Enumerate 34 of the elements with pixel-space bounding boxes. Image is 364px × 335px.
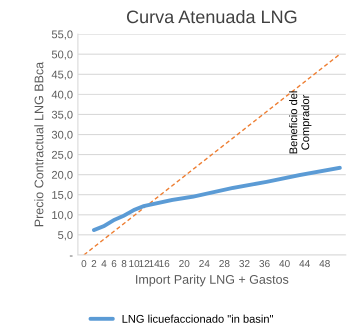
annotation: Beneficio del Comprador bbox=[289, 91, 312, 154]
x-tick-label: 2 bbox=[92, 260, 96, 268]
y-tick-label: 5,0 bbox=[58, 231, 73, 240]
y-tick-label: 50,0 bbox=[52, 50, 73, 60]
y-tick-label: 15,0 bbox=[52, 190, 73, 200]
x-tick-label: 10 bbox=[129, 260, 140, 268]
x-tick-label: 28 bbox=[219, 260, 230, 268]
x-tick-label: 8 bbox=[122, 260, 126, 268]
x-axis-title: Import Parity LNG + Gastos bbox=[136, 274, 288, 286]
y-tick-label: 10,0 bbox=[52, 211, 73, 220]
x-tick-label: 36 bbox=[259, 260, 270, 268]
x-tick-label: 6 bbox=[112, 260, 116, 268]
y-axis-title: Precio Contractual LNG BBca bbox=[34, 62, 44, 226]
y-tick-label: 20,0 bbox=[52, 170, 73, 180]
y-tick-label: 45,0 bbox=[52, 70, 73, 80]
x-tick-label: 48 bbox=[319, 260, 330, 268]
y-tick-label: 35,0 bbox=[52, 110, 73, 120]
x-tick-label: 44 bbox=[299, 260, 310, 268]
chart-title: Curva Atenuada LNG bbox=[126, 10, 296, 24]
y-tick-label: 30,0 bbox=[52, 130, 73, 140]
x-tick-label: 24 bbox=[199, 260, 210, 268]
x-tick-label: 40 bbox=[279, 260, 290, 268]
y-tick-label: 55,0 bbox=[52, 30, 73, 40]
y-tick-label: 25,0 bbox=[52, 150, 73, 160]
x-tick-label: 4 bbox=[101, 260, 106, 268]
x-tick-label: 14 bbox=[149, 260, 160, 268]
y-tick-label: 40,0 bbox=[52, 90, 73, 100]
legend-label: LNG licuefaccionado "in basin" bbox=[122, 314, 273, 323]
x-tick-label: 12 bbox=[139, 260, 150, 268]
x-tick-label: 16 bbox=[159, 260, 170, 268]
line-series bbox=[92, 166, 342, 232]
x-tick-label: 20 bbox=[179, 260, 190, 268]
x-tick-label: 0 bbox=[82, 260, 86, 268]
x-tick-label: 32 bbox=[239, 260, 250, 268]
